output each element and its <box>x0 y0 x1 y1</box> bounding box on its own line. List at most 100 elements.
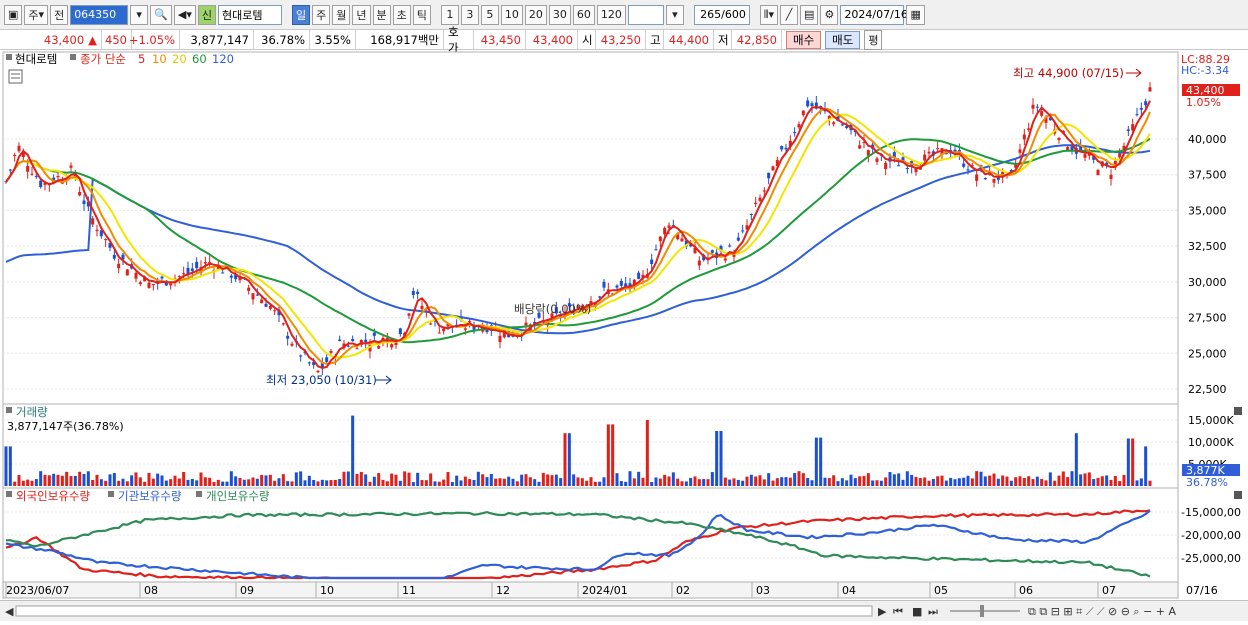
high-price: 44,400 <box>668 32 709 47</box>
x-axis-label: 12 <box>496 584 510 597</box>
volume-bar <box>507 476 511 486</box>
price-y-tick: 40,000 <box>1188 133 1227 146</box>
chart-area[interactable]: 40,000 37,500 35,000 32,500 30,000 27,500 25,0… <box>0 50 1248 621</box>
buy-button[interactable]: 매수 <box>786 30 822 49</box>
volume-bar <box>394 474 398 486</box>
volume-bar <box>758 475 762 486</box>
rewind-icon[interactable]: ⏮ <box>893 605 903 618</box>
interval-5[interactable]: 5 <box>480 4 499 25</box>
volume-bar <box>966 475 970 486</box>
volume-bar <box>13 481 17 486</box>
eval-button[interactable]: 평 <box>864 29 883 50</box>
close-pane-icon[interactable] <box>1234 407 1242 415</box>
volume-bar <box>888 472 892 486</box>
period-minute-tab[interactable]: 분 <box>372 4 391 25</box>
volume-bar <box>1131 438 1135 486</box>
candle-body <box>741 230 745 232</box>
legend-square-icon <box>70 54 76 60</box>
candle-body <box>260 299 264 304</box>
close-pane-icon[interactable] <box>1234 491 1242 499</box>
candle-body <box>624 283 628 287</box>
candle-body <box>299 355 303 357</box>
legend-square-icon <box>108 491 114 497</box>
volume-bar <box>177 478 181 486</box>
scroll-left-icon[interactable]: ◀ <box>5 605 14 618</box>
forward-icon[interactable]: ⏭ <box>928 605 938 618</box>
zoom-slider-handle[interactable] <box>980 605 984 617</box>
volume-bar <box>429 473 433 486</box>
volume-bar <box>892 474 896 486</box>
interval-1[interactable]: 1 <box>440 4 459 25</box>
speaker-icon[interactable]: ◀▾ <box>173 4 196 25</box>
interval-120[interactable]: 120 <box>596 4 626 25</box>
volume-bar <box>407 472 411 486</box>
scroll-thumb[interactable] <box>15 605 873 617</box>
volume-bar <box>225 481 229 486</box>
legend-square-icon <box>196 491 202 497</box>
stock-code-input[interactable]: 064350 <box>70 4 129 25</box>
volume-bar <box>845 480 849 486</box>
date-input[interactable]: 2024/07/16 <box>840 4 908 25</box>
volume-bar <box>1092 479 1096 486</box>
volume-bar <box>598 481 602 486</box>
stop-icon[interactable]: ■ <box>912 605 922 618</box>
volume-bar <box>1022 477 1026 486</box>
interval-20[interactable]: 20 <box>524 4 547 25</box>
interval-3[interactable]: 3 <box>460 4 479 25</box>
candle-body <box>710 250 714 253</box>
custom-interval-input[interactable] <box>627 4 664 25</box>
scroll-right-icon[interactable]: ▶ <box>878 605 887 618</box>
gear-icon[interactable]: ⚙ <box>820 4 839 25</box>
calendar-icon[interactable]: ▦ <box>906 4 925 25</box>
candle-body <box>1048 117 1052 121</box>
interval-60[interactable]: 60 <box>572 4 595 25</box>
candle-type-icon[interactable]: ⫴▾ <box>759 4 779 25</box>
interval-30[interactable]: 30 <box>548 4 571 25</box>
period-tick-tab[interactable]: 틱 <box>412 4 431 25</box>
arrow-right-icon <box>385 375 392 385</box>
bottom-scroll-bar[interactable]: ◀ ▶ ⏮ ■ ⏭ ⧉ ⧉ ⊟ ⊞ ⌗ ⟋ ⟋ ⊘ ⊖ ⌕ − + A <box>0 600 1248 621</box>
layout-icon[interactable]: ⧉ ⧉ ⊟ ⊞ ⌗ ⟋ ⟋ ⊘ ⊖ ⌕ − + A <box>1028 605 1177 618</box>
volume-bar <box>576 477 580 486</box>
new-badge: 신 <box>197 4 216 25</box>
candle-body <box>182 273 186 275</box>
period-week-tab[interactable]: 주 <box>312 4 331 25</box>
volume-bar <box>814 437 818 486</box>
candle-body <box>628 283 632 289</box>
period-month-tab[interactable]: 월 <box>332 4 351 25</box>
period-year-tab[interactable]: 년 <box>352 4 371 25</box>
market-select[interactable]: 주 ▾ <box>24 4 49 25</box>
volume-bar <box>346 471 350 486</box>
candle-body <box>221 272 225 274</box>
candle-body <box>273 310 277 312</box>
candle-body <box>381 337 385 340</box>
volume-bar <box>463 476 467 486</box>
volume-bar <box>1087 472 1091 486</box>
sell-button[interactable]: 매도 <box>825 30 861 49</box>
candle-body <box>69 165 73 168</box>
data-count-input[interactable]: 265/600 <box>693 4 750 25</box>
ma-60-line <box>5 137 1151 344</box>
candle-body <box>775 160 779 167</box>
volume-bar <box>611 424 615 486</box>
draw-tool-icon[interactable]: ╱ <box>780 4 799 25</box>
legend-square-icon <box>6 491 12 497</box>
code-dropdown-icon[interactable]: ▾ <box>130 4 149 25</box>
candle-body <box>125 269 129 276</box>
volume-bar <box>255 478 259 486</box>
volume-y-tick: 10,000K <box>1188 436 1234 449</box>
chart-svg[interactable]: 40,000 37,500 35,000 32,500 30,000 27,500 25,0… <box>0 50 1248 621</box>
save-icon[interactable]: ▤ <box>800 4 819 25</box>
volume-bar <box>1135 480 1139 486</box>
prev-button[interactable]: 전 <box>50 4 69 25</box>
period-day-tab[interactable]: 일 <box>292 4 311 25</box>
interval-dropdown-icon[interactable]: ▾ <box>665 4 684 25</box>
period-second-tab[interactable]: 초 <box>392 4 411 25</box>
volume-bar <box>273 480 277 486</box>
candle-body <box>416 291 420 295</box>
legend-ma-label: 종가 단순 <box>80 52 126 66</box>
window-icon[interactable]: ▣ <box>4 4 23 25</box>
search-icon[interactable]: 🔍 <box>150 4 172 25</box>
interval-10[interactable]: 10 <box>500 4 523 25</box>
table-icon[interactable] <box>8 69 23 84</box>
